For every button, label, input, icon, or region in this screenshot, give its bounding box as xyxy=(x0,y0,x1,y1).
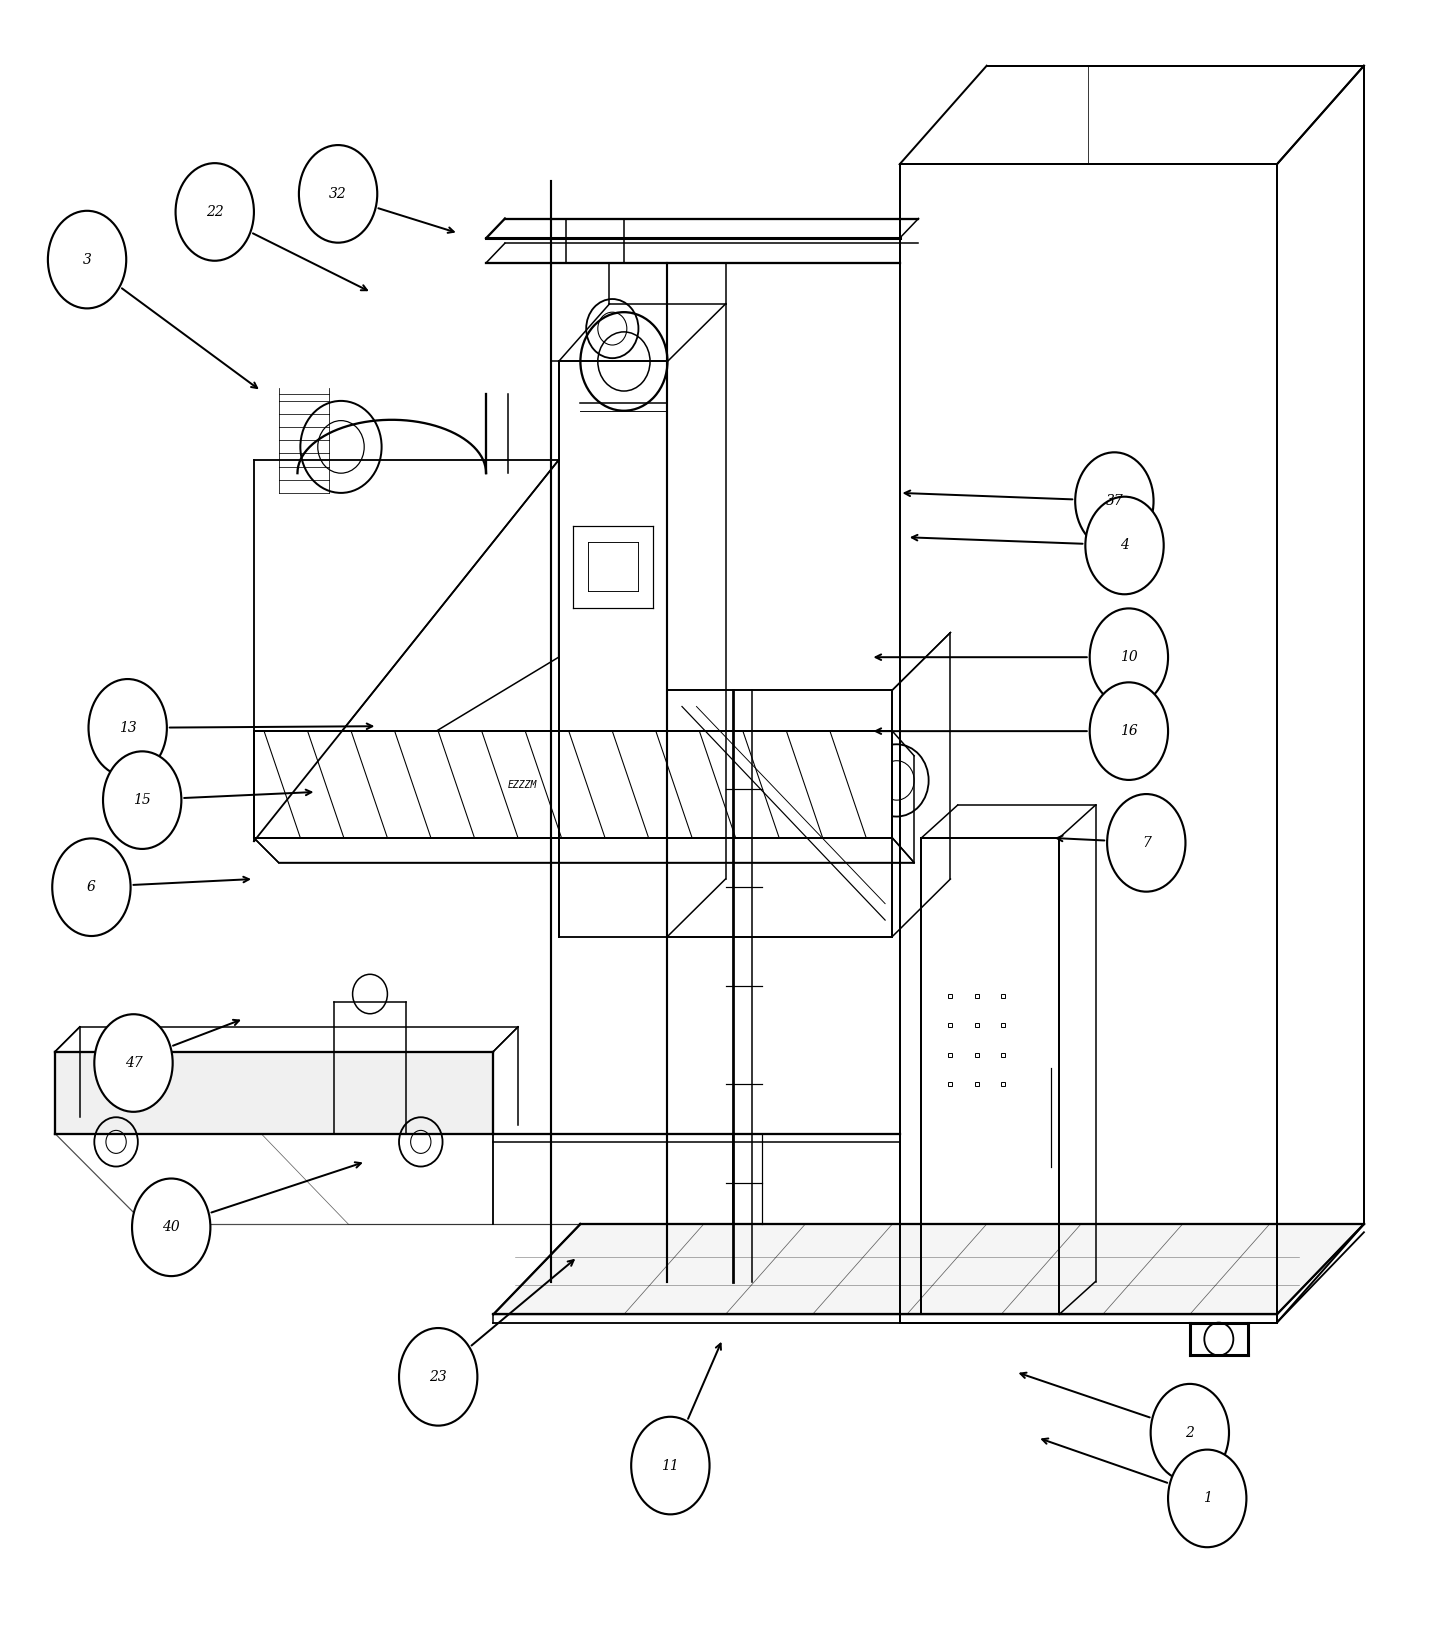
Ellipse shape xyxy=(52,838,131,937)
Text: 22: 22 xyxy=(206,205,223,219)
Text: 2: 2 xyxy=(1185,1426,1194,1439)
Ellipse shape xyxy=(176,163,254,261)
Text: 15: 15 xyxy=(133,794,151,807)
Text: 4: 4 xyxy=(1120,539,1129,552)
Ellipse shape xyxy=(299,145,377,243)
Ellipse shape xyxy=(103,751,181,849)
Text: 10: 10 xyxy=(1120,651,1138,664)
Text: 40: 40 xyxy=(163,1221,180,1234)
Polygon shape xyxy=(55,1052,493,1134)
Text: 13: 13 xyxy=(119,721,136,734)
Text: 23: 23 xyxy=(429,1370,447,1383)
Text: EZZZM: EZZZM xyxy=(508,780,537,790)
Text: 37: 37 xyxy=(1106,495,1123,508)
Ellipse shape xyxy=(89,679,167,777)
Polygon shape xyxy=(254,731,892,838)
Text: 16: 16 xyxy=(1120,725,1138,738)
Ellipse shape xyxy=(399,1328,477,1426)
Polygon shape xyxy=(254,460,559,841)
Polygon shape xyxy=(667,690,892,937)
Ellipse shape xyxy=(1090,608,1168,706)
Text: 6: 6 xyxy=(87,881,96,894)
Text: 11: 11 xyxy=(662,1459,679,1472)
Ellipse shape xyxy=(631,1416,710,1515)
Text: 3: 3 xyxy=(83,253,91,266)
Polygon shape xyxy=(493,1224,1364,1314)
Ellipse shape xyxy=(1090,682,1168,780)
Ellipse shape xyxy=(132,1178,210,1277)
Ellipse shape xyxy=(1075,452,1154,550)
Ellipse shape xyxy=(48,210,126,309)
Text: 32: 32 xyxy=(329,187,347,200)
Ellipse shape xyxy=(1085,496,1164,595)
Text: 1: 1 xyxy=(1203,1492,1212,1505)
Ellipse shape xyxy=(1168,1449,1246,1548)
Ellipse shape xyxy=(94,1014,173,1112)
Ellipse shape xyxy=(1151,1383,1229,1482)
Text: 47: 47 xyxy=(125,1056,142,1070)
Ellipse shape xyxy=(1107,794,1185,892)
Text: 7: 7 xyxy=(1142,836,1151,849)
Polygon shape xyxy=(254,838,914,863)
